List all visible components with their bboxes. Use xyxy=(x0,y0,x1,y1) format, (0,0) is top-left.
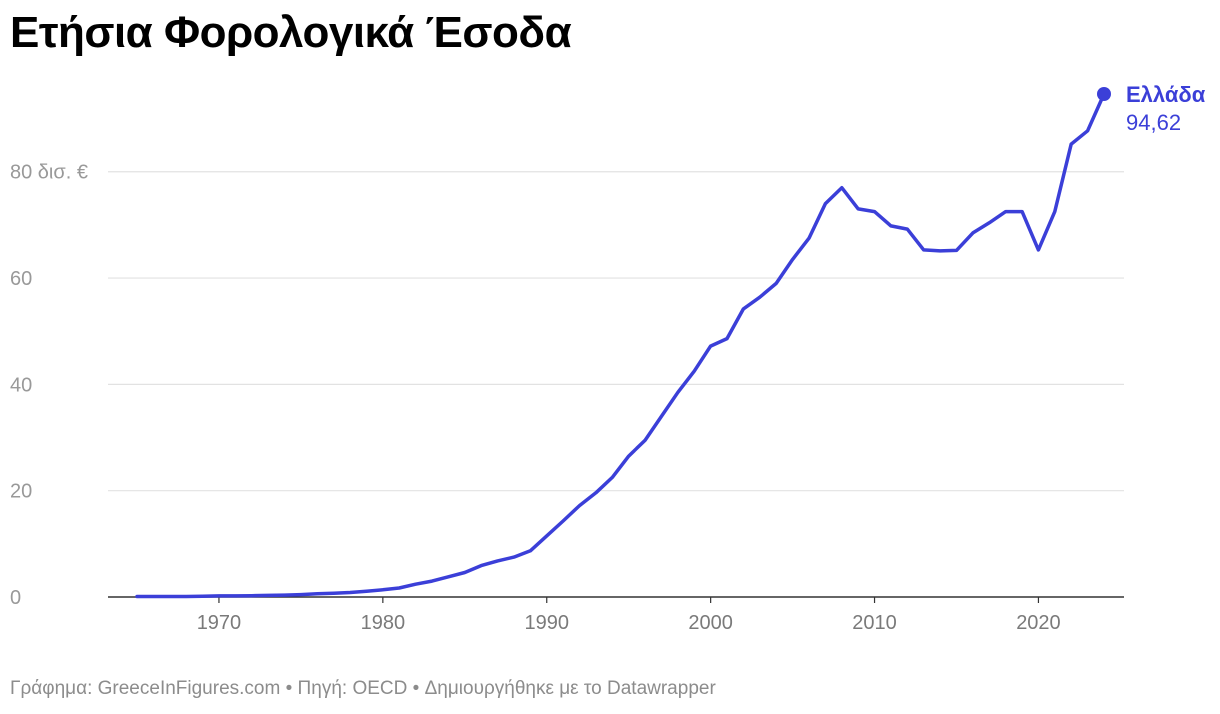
gridlines xyxy=(108,171,1124,492)
y-axis-tick-labels: 0 20 40 60 80 δισ. € xyxy=(10,162,88,609)
x-tick-label: 1980 xyxy=(361,612,406,634)
x-tick-label: 2000 xyxy=(688,612,733,634)
source-note: Πηγή: OECD xyxy=(297,678,408,699)
x-tick-label: 1970 xyxy=(197,612,242,634)
series-line-greece xyxy=(135,92,1106,599)
y-tick-label: 40 xyxy=(10,374,32,396)
chart-title: Ετήσια Φορολογικά Έσοδα xyxy=(10,8,572,57)
y-tick-label: 80 δισ. € xyxy=(10,162,88,184)
x-axis-tick-labels: 1970 1980 1990 2000 2010 2020 xyxy=(197,612,1061,634)
series-end-marker xyxy=(1097,87,1111,101)
series-end-value-label: 94,62 xyxy=(1126,110,1181,135)
x-tick-label: 2020 xyxy=(1016,612,1061,634)
x-axis xyxy=(108,596,1124,603)
x-tick-label: 1990 xyxy=(524,612,569,634)
footer-separator: • xyxy=(280,678,298,699)
series-name-label: Ελλάδα xyxy=(1126,82,1206,107)
x-tick-label: 2010 xyxy=(852,612,897,634)
y-tick-label: 20 xyxy=(10,481,32,503)
footer: Γράφημα: GreeceInFigures.com • Πηγή: OEC… xyxy=(10,678,716,700)
y-tick-label: 60 xyxy=(10,268,32,290)
chart-credit: Γράφημα: GreeceInFigures.com xyxy=(10,678,281,699)
footer-separator: • xyxy=(407,678,425,699)
series-greece: Ελλάδα 94,62 xyxy=(135,82,1206,599)
y-tick-label: 0 xyxy=(10,587,21,609)
made-with-note: Δημιουργήθηκε με το Datawrapper xyxy=(424,678,716,699)
